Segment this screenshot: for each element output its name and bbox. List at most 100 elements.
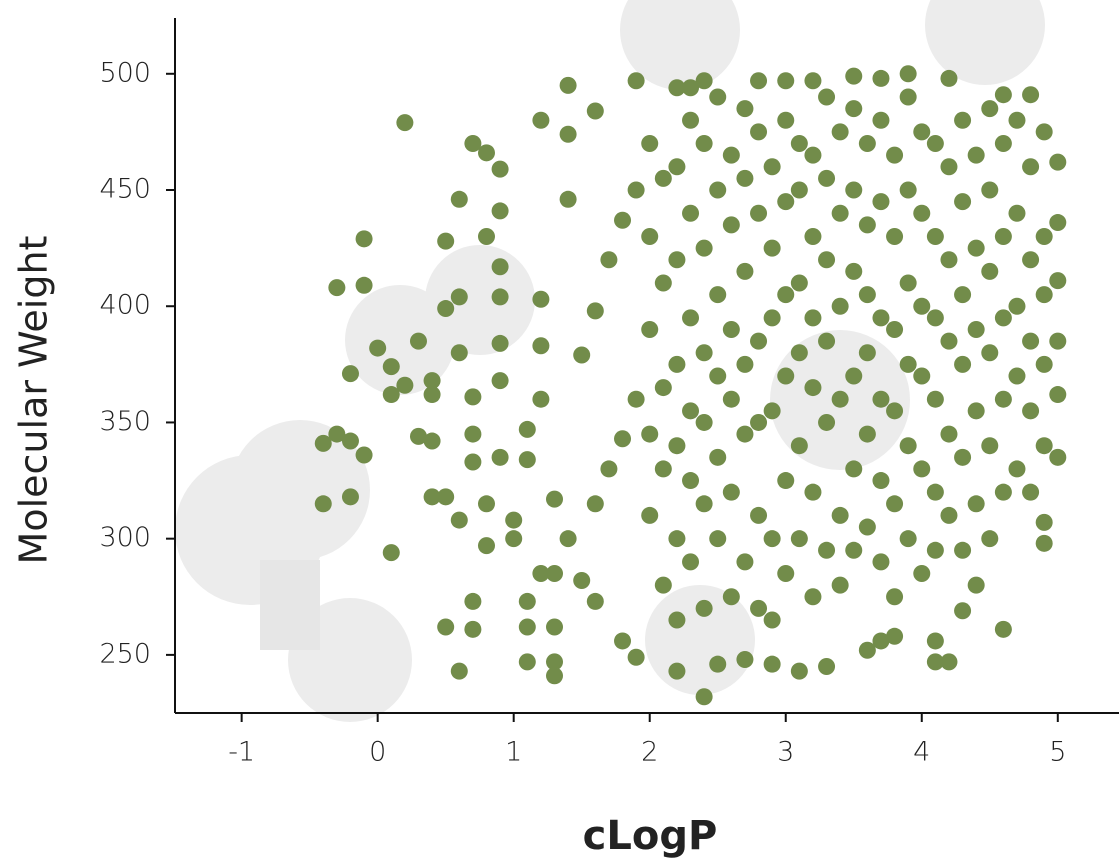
point bbox=[655, 577, 672, 594]
point bbox=[532, 291, 549, 308]
point bbox=[492, 202, 509, 219]
point bbox=[628, 391, 645, 408]
point bbox=[804, 228, 821, 245]
point bbox=[981, 263, 998, 280]
point bbox=[995, 621, 1012, 638]
point bbox=[723, 588, 740, 605]
point bbox=[655, 274, 672, 291]
point bbox=[641, 507, 658, 524]
point bbox=[573, 347, 590, 364]
point bbox=[668, 158, 685, 175]
point bbox=[560, 191, 577, 208]
point bbox=[927, 391, 944, 408]
point bbox=[424, 433, 441, 450]
point bbox=[900, 437, 917, 454]
point bbox=[750, 507, 767, 524]
point bbox=[804, 484, 821, 501]
point bbox=[886, 628, 903, 645]
point bbox=[791, 530, 808, 547]
point bbox=[845, 68, 862, 85]
point bbox=[682, 112, 699, 129]
point bbox=[804, 72, 821, 89]
point bbox=[356, 277, 373, 294]
point bbox=[437, 233, 454, 250]
point bbox=[764, 612, 781, 629]
point bbox=[723, 321, 740, 338]
y-tick-label: 350 bbox=[99, 406, 151, 437]
point bbox=[900, 89, 917, 106]
point bbox=[682, 309, 699, 326]
point bbox=[791, 437, 808, 454]
point bbox=[886, 228, 903, 245]
point bbox=[641, 321, 658, 338]
point bbox=[573, 572, 590, 589]
point bbox=[478, 537, 495, 554]
point bbox=[492, 335, 509, 352]
point bbox=[750, 414, 767, 431]
point bbox=[628, 649, 645, 666]
point bbox=[859, 135, 876, 152]
point bbox=[1022, 333, 1039, 350]
point bbox=[723, 484, 740, 501]
point bbox=[464, 593, 481, 610]
point bbox=[600, 460, 617, 477]
point bbox=[532, 391, 549, 408]
point bbox=[995, 391, 1012, 408]
point bbox=[981, 437, 998, 454]
point bbox=[913, 367, 930, 384]
page: Molecular Weight cLogP 25030035040045050… bbox=[0, 0, 1119, 861]
point bbox=[315, 495, 332, 512]
point bbox=[519, 451, 536, 468]
point bbox=[791, 344, 808, 361]
x-tick-label: 5 bbox=[1049, 737, 1066, 768]
point bbox=[342, 433, 359, 450]
point bbox=[750, 333, 767, 350]
point bbox=[995, 135, 1012, 152]
point bbox=[1008, 460, 1025, 477]
point bbox=[845, 367, 862, 384]
point bbox=[736, 170, 753, 187]
y-axis-title: Molecular Weight bbox=[12, 236, 56, 565]
point bbox=[832, 507, 849, 524]
point bbox=[764, 402, 781, 419]
point bbox=[804, 379, 821, 396]
point bbox=[859, 216, 876, 233]
point bbox=[532, 112, 549, 129]
point bbox=[464, 621, 481, 638]
point bbox=[641, 426, 658, 443]
point bbox=[560, 530, 577, 547]
point bbox=[886, 402, 903, 419]
point bbox=[995, 309, 1012, 326]
point bbox=[1036, 535, 1053, 552]
point bbox=[913, 123, 930, 140]
point bbox=[478, 228, 495, 245]
point bbox=[668, 356, 685, 373]
point bbox=[696, 414, 713, 431]
point bbox=[696, 495, 713, 512]
point bbox=[641, 228, 658, 245]
point bbox=[927, 228, 944, 245]
point bbox=[668, 663, 685, 680]
point bbox=[655, 379, 672, 396]
point bbox=[818, 542, 835, 559]
point bbox=[764, 240, 781, 257]
point bbox=[845, 100, 862, 117]
x-tick-label: -1 bbox=[228, 737, 255, 768]
point bbox=[940, 507, 957, 524]
point bbox=[777, 472, 794, 489]
point bbox=[1049, 333, 1066, 350]
point bbox=[872, 472, 889, 489]
point bbox=[614, 212, 631, 229]
point bbox=[954, 286, 971, 303]
point bbox=[872, 70, 889, 87]
point bbox=[940, 251, 957, 268]
point bbox=[424, 386, 441, 403]
point bbox=[696, 240, 713, 257]
point bbox=[927, 632, 944, 649]
point bbox=[1049, 272, 1066, 289]
point bbox=[845, 460, 862, 477]
point bbox=[709, 656, 726, 673]
point bbox=[900, 274, 917, 291]
point bbox=[818, 658, 835, 675]
point bbox=[709, 367, 726, 384]
